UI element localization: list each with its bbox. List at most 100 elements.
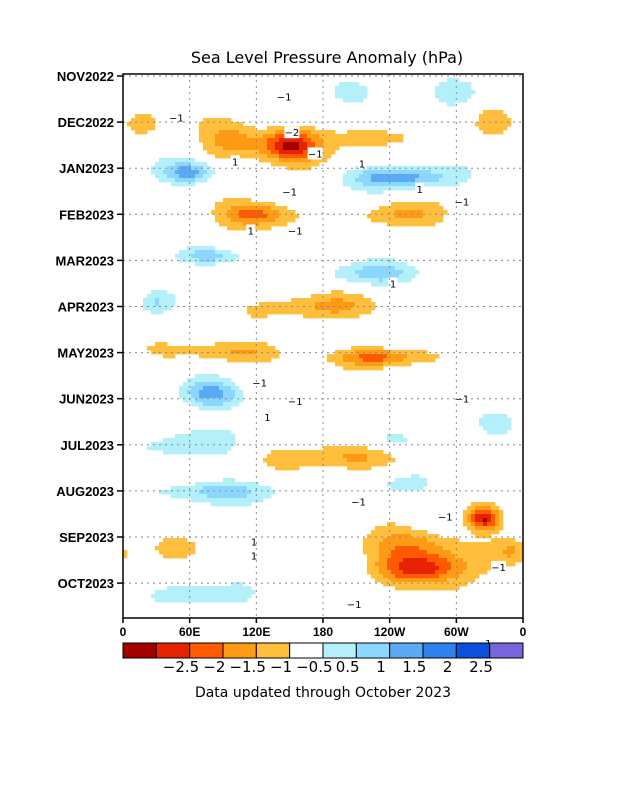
- heatmap-cell: [175, 550, 180, 555]
- heatmap-cell: [367, 186, 372, 191]
- heatmap-cell: [435, 178, 440, 183]
- heatmap-cell: [311, 302, 316, 307]
- heatmap-cell: [387, 530, 392, 535]
- heatmap-cell: [291, 154, 296, 159]
- heatmap-cell: [495, 554, 500, 559]
- heatmap-cell: [231, 226, 236, 231]
- heatmap-cell: [267, 210, 272, 215]
- heatmap-cell: [271, 138, 276, 143]
- heatmap-cell: [419, 206, 424, 211]
- heatmap-cell: [355, 306, 360, 311]
- heatmap-cell: [427, 538, 432, 543]
- heatmap-cell: [439, 586, 444, 591]
- heatmap-cell: [511, 554, 516, 559]
- heatmap-cell: [391, 570, 396, 575]
- heatmap-cell: [479, 546, 484, 551]
- y-tick-label: JUL2023: [61, 438, 114, 453]
- heatmap-cell: [239, 354, 244, 359]
- heatmap-cell: [247, 346, 252, 351]
- heatmap-cell: [407, 270, 412, 275]
- heatmap-cell: [487, 550, 492, 555]
- heatmap-cell: [339, 134, 344, 139]
- heatmap-cell: [187, 398, 192, 403]
- x-axis-ticks: 0 60E 120E 180 120W 60W 0: [120, 618, 527, 639]
- heatmap-cell: [171, 442, 176, 447]
- heatmap-cell: [143, 298, 148, 303]
- heatmap-cell: [223, 402, 228, 407]
- heatmap-cell: [159, 302, 164, 307]
- heatmap-cell: [175, 182, 180, 187]
- heatmap-cell: [143, 118, 148, 123]
- heatmap-cell: [419, 570, 424, 575]
- heatmap-cell: [275, 134, 280, 139]
- heatmap-cell: [379, 170, 384, 175]
- heatmap-cell: [227, 134, 232, 139]
- heatmap-cell: [195, 374, 200, 379]
- heatmap-cell: [263, 346, 268, 351]
- heatmap-cell: [291, 162, 296, 167]
- heatmap-cell: [227, 150, 232, 155]
- heatmap-cell: [375, 282, 380, 287]
- heatmap-cell: [487, 554, 492, 559]
- heatmap-cell: [407, 278, 412, 283]
- heatmap-cell: [291, 466, 296, 471]
- heatmap-cell: [403, 574, 408, 579]
- heatmap-cell: [147, 302, 152, 307]
- heatmap-cell: [347, 94, 352, 99]
- heatmap-cell: [203, 346, 208, 351]
- heatmap-cell: [387, 578, 392, 583]
- heatmap-cell: [367, 570, 372, 575]
- heatmap-cell: [311, 130, 316, 135]
- heatmap-cell: [263, 214, 268, 219]
- heatmap-cell: [179, 442, 184, 447]
- heatmap-cell: [219, 118, 224, 123]
- heatmap-cell: [219, 210, 224, 215]
- heatmap-cell: [399, 486, 404, 491]
- heatmap-cell: [131, 126, 136, 131]
- heatmap-cell: [275, 150, 280, 155]
- heatmap-cell: [191, 350, 196, 355]
- heatmap-cell: [511, 550, 516, 555]
- heatmap-cell: [431, 182, 436, 187]
- heatmap-cell: [151, 310, 156, 315]
- heatmap-cell: [167, 354, 172, 359]
- heatmap-cell: [307, 142, 312, 147]
- heatmap-cell: [343, 182, 348, 187]
- heatmap-cell: [443, 178, 448, 183]
- heatmap-cell: [159, 594, 164, 599]
- heatmap-cell: [295, 306, 300, 311]
- heatmap-cell: [191, 542, 196, 547]
- heatmap-cell: [355, 182, 360, 187]
- heatmap-cell: [275, 206, 280, 211]
- heatmap-cell: [367, 170, 372, 175]
- heatmap-cell: [399, 554, 404, 559]
- heatmap-cell: [335, 86, 340, 91]
- heatmap-cell: [283, 454, 288, 459]
- heatmap-cell: [203, 134, 208, 139]
- heatmap-cell: [207, 398, 212, 403]
- heatmap-cell: [223, 594, 228, 599]
- heatmap-cell: [275, 354, 280, 359]
- heatmap-cell: [371, 458, 376, 463]
- heatmap-cell: [163, 290, 168, 295]
- heatmap-cell: [259, 146, 264, 151]
- heatmap-cell: [507, 550, 512, 555]
- heatmap-cell: [319, 142, 324, 147]
- heatmap-cell: [503, 550, 508, 555]
- heatmap-cell: [443, 546, 448, 551]
- heatmap-cell: [223, 382, 228, 387]
- heatmap-cell: [387, 362, 392, 367]
- heatmap-cell: [295, 302, 300, 307]
- heatmap-cell: [343, 86, 348, 91]
- heatmap-cell: [423, 214, 428, 219]
- heatmap-cell: [159, 170, 164, 175]
- heatmap-cell: [363, 274, 368, 279]
- heatmap-cell: [215, 138, 220, 143]
- heatmap-cell: [235, 498, 240, 503]
- heatmap-cell: [443, 586, 448, 591]
- heatmap-cell: [155, 170, 160, 175]
- heatmap-cell: [463, 518, 468, 523]
- heatmap-cell: [191, 550, 196, 555]
- heatmap-cell: [135, 126, 140, 131]
- heatmap-cell: [215, 142, 220, 147]
